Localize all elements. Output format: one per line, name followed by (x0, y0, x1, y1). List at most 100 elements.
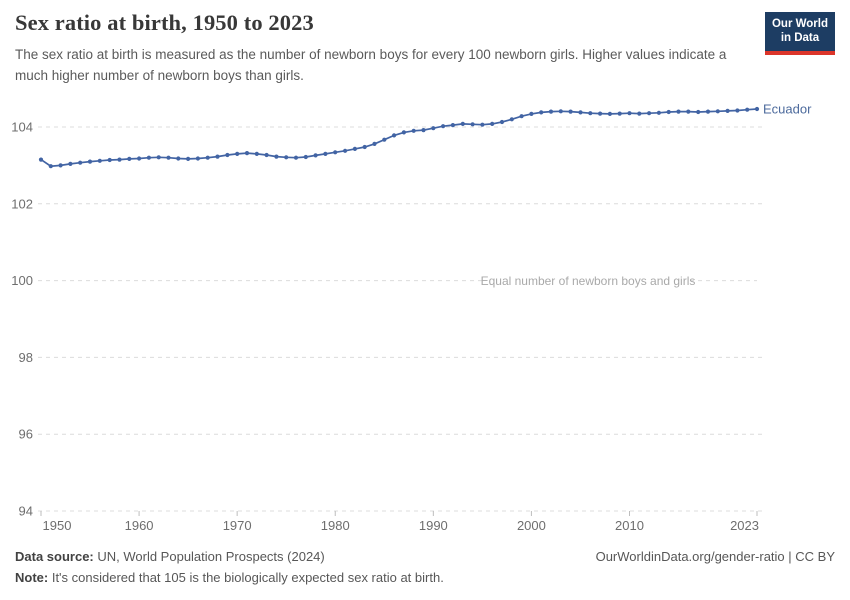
series-end-label[interactable]: Ecuador (763, 102, 812, 117)
data-point[interactable] (558, 109, 563, 114)
data-point[interactable] (87, 159, 93, 164)
data-point[interactable] (647, 111, 652, 116)
data-point[interactable] (735, 108, 740, 113)
data-point[interactable] (588, 111, 593, 116)
data-point[interactable] (352, 146, 357, 151)
note-line: Note: It's considered that 105 is the bi… (15, 568, 835, 589)
data-point[interactable] (284, 155, 289, 160)
data-point[interactable] (696, 109, 701, 115)
data-point[interactable] (215, 154, 220, 159)
data-point[interactable] (460, 121, 465, 126)
data-point[interactable] (499, 119, 505, 125)
svg-text:100: 100 (11, 273, 33, 288)
data-point[interactable] (107, 157, 112, 163)
data-point[interactable] (676, 109, 681, 114)
data-point[interactable] (343, 148, 348, 153)
data-point[interactable] (313, 153, 318, 158)
data-point[interactable] (666, 109, 671, 115)
data-point[interactable] (686, 109, 691, 114)
data-point[interactable] (470, 122, 475, 127)
data-point[interactable] (264, 152, 269, 158)
credit-link[interactable]: OurWorldinData.org/gender-ratio | CC BY (595, 549, 835, 564)
svg-text:1960: 1960 (125, 518, 154, 533)
data-point[interactable] (490, 121, 495, 126)
data-series[interactable] (38, 106, 760, 169)
page-title: Sex ratio at birth, 1950 to 2023 (15, 10, 314, 35)
data-point[interactable] (68, 161, 73, 166)
data-point[interactable] (539, 110, 544, 115)
data-point[interactable] (715, 109, 720, 114)
data-point[interactable] (362, 144, 367, 150)
data-point[interactable] (431, 126, 436, 131)
data-point[interactable] (480, 122, 485, 127)
data-point[interactable] (401, 130, 406, 135)
data-point[interactable] (372, 141, 377, 146)
owid-logo-line1: Our World (771, 18, 828, 30)
data-point[interactable] (195, 156, 200, 161)
data-point[interactable] (293, 155, 299, 160)
data-point[interactable] (705, 109, 711, 114)
data-source-line: Data source: UN, World Population Prospe… (15, 547, 835, 568)
svg-text:2023: 2023 (730, 518, 759, 533)
data-point[interactable] (637, 111, 642, 116)
svg-text:1970: 1970 (223, 518, 252, 533)
note-label: Note: (15, 569, 49, 585)
svg-text:2000: 2000 (517, 518, 546, 533)
svg-text:98: 98 (19, 350, 33, 365)
data-source-text: UN, World Population Prospects (2024) (93, 549, 325, 564)
data-point[interactable] (166, 155, 171, 160)
data-point[interactable] (303, 154, 308, 160)
data-point[interactable] (607, 111, 613, 116)
data-point[interactable] (421, 128, 426, 133)
chart-header: Sex ratio at birth, 1950 to 2023 The sex… (15, 10, 835, 87)
svg-text:1950: 1950 (43, 518, 72, 533)
data-point[interactable] (97, 158, 102, 163)
chart-svg[interactable]: 104 102 100 98 96 94 1950 1960 1970 1980 1990 2000… (0, 100, 850, 540)
data-point[interactable] (254, 151, 259, 156)
data-point[interactable] (323, 151, 328, 156)
chart-footer: Data source: UN, World Population Prospe… (15, 547, 835, 589)
data-point[interactable] (127, 156, 132, 161)
data-point[interactable] (745, 107, 750, 112)
data-point[interactable] (392, 133, 397, 138)
data-point[interactable] (656, 110, 662, 115)
data-point[interactable] (509, 117, 514, 122)
data-point[interactable] (58, 163, 63, 168)
data-point[interactable] (450, 123, 455, 128)
data-point[interactable] (48, 164, 53, 169)
data-point[interactable] (519, 114, 524, 119)
data-point[interactable] (578, 110, 583, 115)
svg-text:104: 104 (11, 120, 33, 135)
data-point[interactable] (38, 157, 44, 162)
data-point[interactable] (617, 111, 622, 116)
data-point[interactable] (382, 137, 387, 142)
data-point[interactable] (225, 152, 230, 158)
data-point[interactable] (568, 109, 573, 114)
data-point[interactable] (146, 155, 151, 160)
data-point[interactable] (176, 156, 181, 161)
data-point[interactable] (244, 151, 250, 156)
owid-logo[interactable]: Our World in Data (764, 12, 835, 55)
data-point[interactable] (156, 155, 161, 160)
data-point[interactable] (529, 111, 534, 116)
svg-text:94: 94 (19, 504, 33, 519)
data-point[interactable] (441, 124, 446, 129)
data-point[interactable] (186, 156, 191, 161)
svg-text:1980: 1980 (321, 518, 350, 533)
data-point[interactable] (205, 155, 210, 160)
data-point[interactable] (137, 156, 142, 161)
data-point[interactable] (627, 111, 632, 116)
data-point[interactable] (548, 109, 554, 114)
data-point[interactable] (411, 128, 416, 133)
data-point[interactable] (235, 151, 240, 156)
data-point[interactable] (117, 157, 122, 162)
data-point[interactable] (333, 150, 338, 155)
data-source-label: Data source: (15, 549, 94, 564)
data-point[interactable] (725, 108, 730, 113)
data-point[interactable] (274, 154, 279, 159)
data-point[interactable] (754, 106, 760, 112)
gridlines: 104 102 100 98 96 94 (11, 120, 762, 519)
data-point[interactable] (78, 160, 83, 165)
svg-text:1990: 1990 (419, 518, 448, 533)
data-point[interactable] (598, 111, 603, 116)
